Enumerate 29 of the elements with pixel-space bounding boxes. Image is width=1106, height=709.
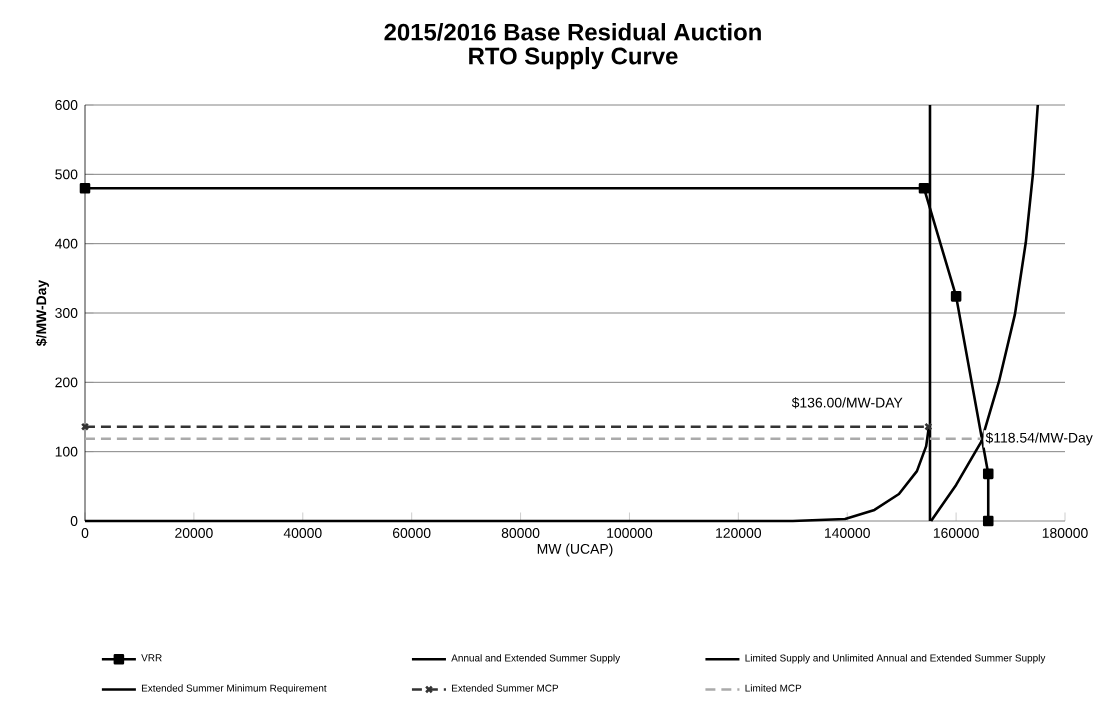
x-tick-label: 20000 — [175, 528, 213, 538]
y-tick-label: 500 — [55, 169, 78, 180]
y-tick-label: 400 — [55, 238, 78, 249]
legend-label: Annual and Extended Summer Supply — [451, 654, 621, 664]
legend-label: VRR — [141, 654, 162, 662]
y-tick-label: 600 — [55, 100, 78, 110]
y-tick-label: 200 — [55, 377, 78, 388]
x-axis-title: MW (UCAP) — [537, 543, 613, 557]
chart-title: 2015/2016 Base Residual Auction — [384, 23, 761, 41]
chart-subtitle: RTO Supply Curve — [469, 46, 678, 70]
x-tick-label: 120000 — [716, 528, 762, 538]
x-tick-label: 0 — [81, 528, 89, 538]
x-tick-label: 80000 — [501, 528, 540, 538]
y-axis-title: $/MW-Day — [35, 279, 50, 346]
annotation: $118.54/MW-Day — [985, 432, 1093, 446]
legend-label: Limited Supply and Unlimited Annual and Extended Summer Supply — [745, 654, 1046, 664]
x-tick-label: 60000 — [392, 528, 431, 538]
y-tick-label: 0 — [70, 516, 78, 526]
y-tick-label: 100 — [55, 446, 78, 457]
y-tick-label: 300 — [55, 308, 78, 318]
legend-label: Limited MCP — [745, 684, 802, 692]
legend-label: Extended Summer MCP — [452, 684, 559, 692]
x-tick-label: 100000 — [607, 528, 653, 538]
x-tick-label: 40000 — [283, 528, 322, 538]
x-tick-label: 180000 — [1042, 528, 1088, 538]
annotation: $136.00/MW-DAY — [791, 397, 903, 409]
x-tick-label: 140000 — [825, 528, 870, 538]
x-tick-label: 160000 — [933, 528, 979, 538]
legend-label: Extended Summer Minimum Requirement — [141, 684, 327, 694]
